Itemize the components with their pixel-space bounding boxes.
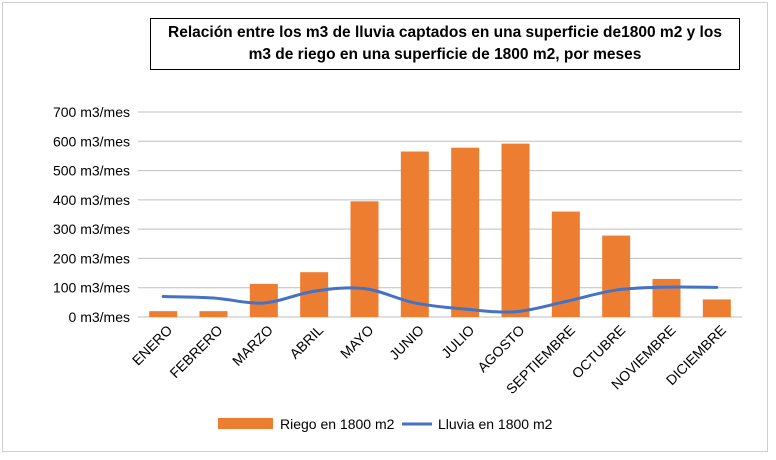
- x-tick-label: ABRIL: [286, 322, 326, 362]
- bar-riego: [400, 151, 429, 317]
- chart-title-box: Relación entre los m3 de lluvia captados…: [150, 18, 740, 70]
- y-axis-ticks: 0 m3/mes 100 m3/mes 200 m3/mes 300 m3/mes 40…: [53, 104, 130, 325]
- y-tick-label: 500 m3/mes: [53, 163, 130, 179]
- bar-riego: [451, 147, 480, 317]
- bar-riego: [501, 143, 530, 317]
- y-tick-label: 0 m3/mes: [69, 309, 130, 325]
- bar-riego: [350, 201, 379, 317]
- x-tick-label: AGOSTO: [474, 322, 528, 376]
- gridlines: [138, 111, 742, 318]
- x-tick-label: MARZO: [229, 322, 276, 369]
- x-tick-label: FEBRERO: [166, 322, 225, 381]
- legend: Riego en 1800 m2 Lluvia en 1800 m2: [218, 416, 553, 432]
- bar-riego: [199, 311, 228, 317]
- chart-title: Relación entre los m3 de lluvia captados…: [168, 24, 722, 63]
- bar-riego: [702, 299, 731, 317]
- chart-frame: Relación entre los m3 de lluvia captados…: [2, 2, 768, 452]
- legend-label-riego: Riego en 1800 m2: [280, 416, 395, 432]
- x-tick-label: MAYO: [337, 322, 377, 362]
- legend-label-lluvia: Lluvia en 1800 m2: [438, 416, 553, 432]
- bar-riego: [149, 311, 178, 317]
- lluvia-line: [161, 285, 719, 314]
- y-tick-label: 300 m3/mes: [53, 221, 130, 237]
- x-tick-label: ENERO: [129, 322, 176, 369]
- y-tick-label: 100 m3/mes: [53, 280, 130, 296]
- legend-swatch-riego: [218, 418, 273, 429]
- x-tick-label: JULIO: [438, 322, 477, 361]
- riego-bars: [149, 143, 731, 317]
- lluvia-series-line: [161, 285, 719, 314]
- y-tick-label: 400 m3/mes: [53, 192, 130, 208]
- x-tick-label: JUNIO: [386, 322, 427, 363]
- bar-riego: [602, 235, 631, 317]
- y-tick-label: 700 m3/mes: [53, 104, 130, 120]
- bar-riego: [652, 278, 681, 317]
- y-tick-label: 200 m3/mes: [53, 250, 130, 266]
- y-tick-label: 600 m3/mes: [53, 133, 130, 149]
